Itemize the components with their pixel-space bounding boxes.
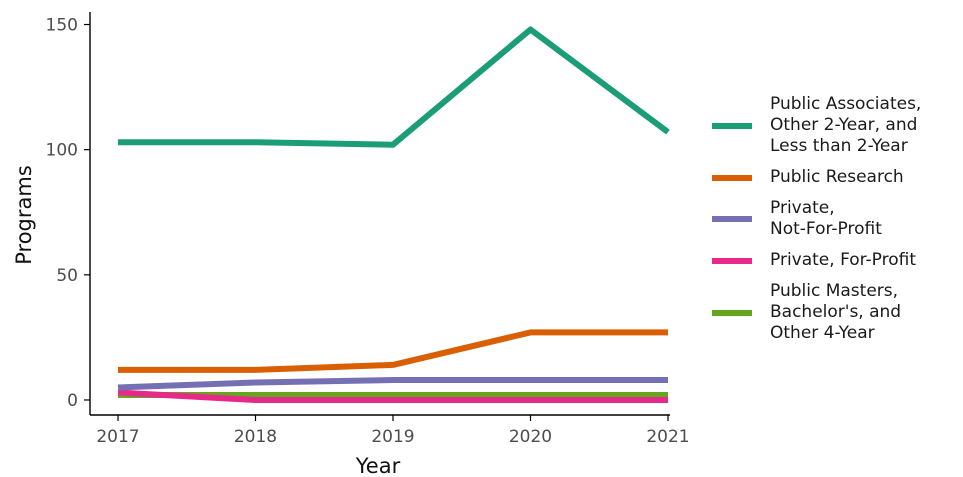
y-axis-ticks: 0 50 100 150	[46, 16, 90, 411]
series-line	[117, 377, 668, 391]
y-tick-label: 100	[46, 141, 78, 161]
series-line	[117, 389, 668, 403]
series-line	[118, 329, 668, 373]
legend-item: Public Research	[712, 167, 957, 188]
x-tick-label: 2017	[96, 427, 139, 447]
legend-label: Public Associates, Other 2-Year, and Les…	[770, 94, 922, 156]
legend-label: Public Research	[770, 167, 904, 187]
legend-key-swatch	[712, 216, 752, 222]
x-tick-label: 2021	[646, 427, 689, 447]
x-tick-label: 2019	[371, 427, 414, 447]
legend-label: Private, Not-For-Profit	[770, 198, 882, 239]
y-axis-title: Programs	[12, 165, 36, 265]
legend-item: Private, For-Profit	[712, 250, 957, 271]
y-tick-label: 150	[46, 16, 78, 36]
x-tick-label: 2020	[509, 427, 552, 447]
legend-label: Public Masters, Bachelor's, and Other 4-…	[770, 281, 902, 343]
x-tick-label: 2018	[234, 427, 277, 447]
y-tick-label: 50	[56, 266, 78, 286]
legend-key-swatch	[712, 309, 752, 316]
y-tick-label: 0	[67, 391, 78, 411]
legend: Public Associates, Other 2-Year, and Les…	[712, 94, 957, 354]
legend-key-swatch	[712, 174, 752, 181]
legend-item: Public Associates, Other 2-Year, and Les…	[712, 94, 957, 157]
legend-key-swatch	[712, 122, 752, 129]
series-line	[118, 26, 670, 148]
series-layer	[117, 26, 670, 403]
x-axis-title: Year	[355, 454, 401, 477]
x-axis-ticks: 2017 2018 2019 2020 2021	[96, 415, 690, 447]
legend-key-swatch	[712, 257, 752, 264]
legend-item: Private, Not-For-Profit	[712, 198, 957, 240]
legend-item: Public Masters, Bachelor's, and Other 4-…	[712, 281, 957, 344]
legend-label: Private, For-Profit	[770, 250, 917, 270]
